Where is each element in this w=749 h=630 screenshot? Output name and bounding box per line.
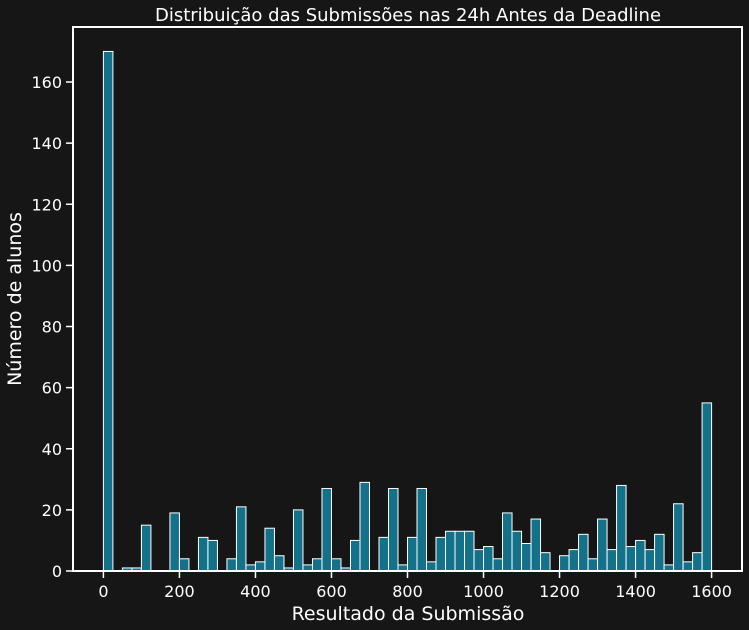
histogram-bar xyxy=(692,552,703,572)
y-tick-label: 60 xyxy=(42,379,62,398)
histogram-bar xyxy=(197,536,209,572)
histogram-bar xyxy=(568,549,580,572)
histogram-bar xyxy=(473,549,485,572)
x-axis-ticks: 0 200 400 600 800 1000 1200 1400 1600 xyxy=(98,571,732,601)
histogram-bar xyxy=(606,549,618,572)
histogram-bar xyxy=(226,558,237,572)
x-tick-label: 200 xyxy=(164,582,195,601)
chart-title: Distribuição das Submissões nas 24h Ante… xyxy=(155,5,661,26)
histogram-bar xyxy=(207,539,218,572)
histogram-bar xyxy=(330,558,342,572)
histogram-bar xyxy=(349,539,361,572)
x-tick-label: 1600 xyxy=(691,582,732,601)
bars-group xyxy=(102,50,713,572)
histogram-bar xyxy=(169,512,180,572)
y-axis-label: Número de alunos xyxy=(4,212,26,386)
histogram-bar xyxy=(359,481,370,572)
histogram-bar xyxy=(273,555,285,572)
histogram-bar xyxy=(254,561,266,572)
histogram-bar xyxy=(387,487,399,572)
y-tick-label: 40 xyxy=(42,440,62,459)
histogram-bar xyxy=(426,561,437,572)
histogram-bar xyxy=(292,509,304,572)
x-tick-label: 800 xyxy=(392,582,423,601)
histogram-bar xyxy=(264,527,275,572)
histogram-bar xyxy=(464,530,475,572)
histogram-bar xyxy=(616,484,627,572)
histogram-bar xyxy=(540,552,551,572)
histogram-bar xyxy=(140,524,152,572)
histogram-bar xyxy=(102,50,114,572)
histogram-bar xyxy=(644,549,656,572)
histogram-bar xyxy=(587,558,599,572)
y-axis-ticks: 0 20 40 60 80 100 120 140 160 xyxy=(31,73,73,581)
x-axis-label: Resultado da Submissão xyxy=(292,603,525,625)
y-tick-label: 120 xyxy=(31,195,62,214)
histogram-bar xyxy=(502,512,513,572)
histogram-bar xyxy=(445,530,456,572)
histogram-bar xyxy=(654,533,665,572)
histogram-bar xyxy=(673,503,684,572)
x-tick-label: 1200 xyxy=(539,582,580,601)
x-tick-label: 600 xyxy=(316,582,347,601)
histogram-bar xyxy=(378,536,389,572)
x-tick-label: 0 xyxy=(98,582,108,601)
x-tick-label: 400 xyxy=(240,582,271,601)
y-tick-label: 100 xyxy=(31,256,62,275)
histogram-bar xyxy=(559,555,570,572)
histogram-bar xyxy=(521,542,532,572)
histogram-bar xyxy=(530,518,542,572)
plot-frame xyxy=(72,26,743,572)
histogram-bar xyxy=(701,402,713,572)
histogram-bar xyxy=(235,506,247,572)
histogram-bar xyxy=(454,530,466,572)
histogram-bar xyxy=(635,539,646,572)
x-tick-label: 1000 xyxy=(463,582,504,601)
x-tick-label: 1400 xyxy=(615,582,656,601)
histogram-bar xyxy=(483,546,494,572)
histogram-bar xyxy=(578,533,589,572)
y-tick-label: 140 xyxy=(31,134,62,153)
histogram-bar xyxy=(511,530,523,572)
histogram-bar xyxy=(178,558,190,572)
histogram-bar xyxy=(597,518,608,572)
histogram-bar xyxy=(435,536,447,572)
histogram-bar xyxy=(492,558,504,572)
histogram-bar xyxy=(311,558,323,572)
y-tick-label: 160 xyxy=(31,73,62,92)
histogram-bar xyxy=(625,546,637,572)
y-tick-label: 20 xyxy=(42,501,62,520)
y-tick-label: 80 xyxy=(42,318,62,337)
histogram-bar xyxy=(407,536,418,572)
y-tick-label: 0 xyxy=(52,562,62,581)
histogram-bar xyxy=(682,561,694,572)
histogram-bar xyxy=(321,487,332,572)
histogram-bar xyxy=(416,487,428,572)
